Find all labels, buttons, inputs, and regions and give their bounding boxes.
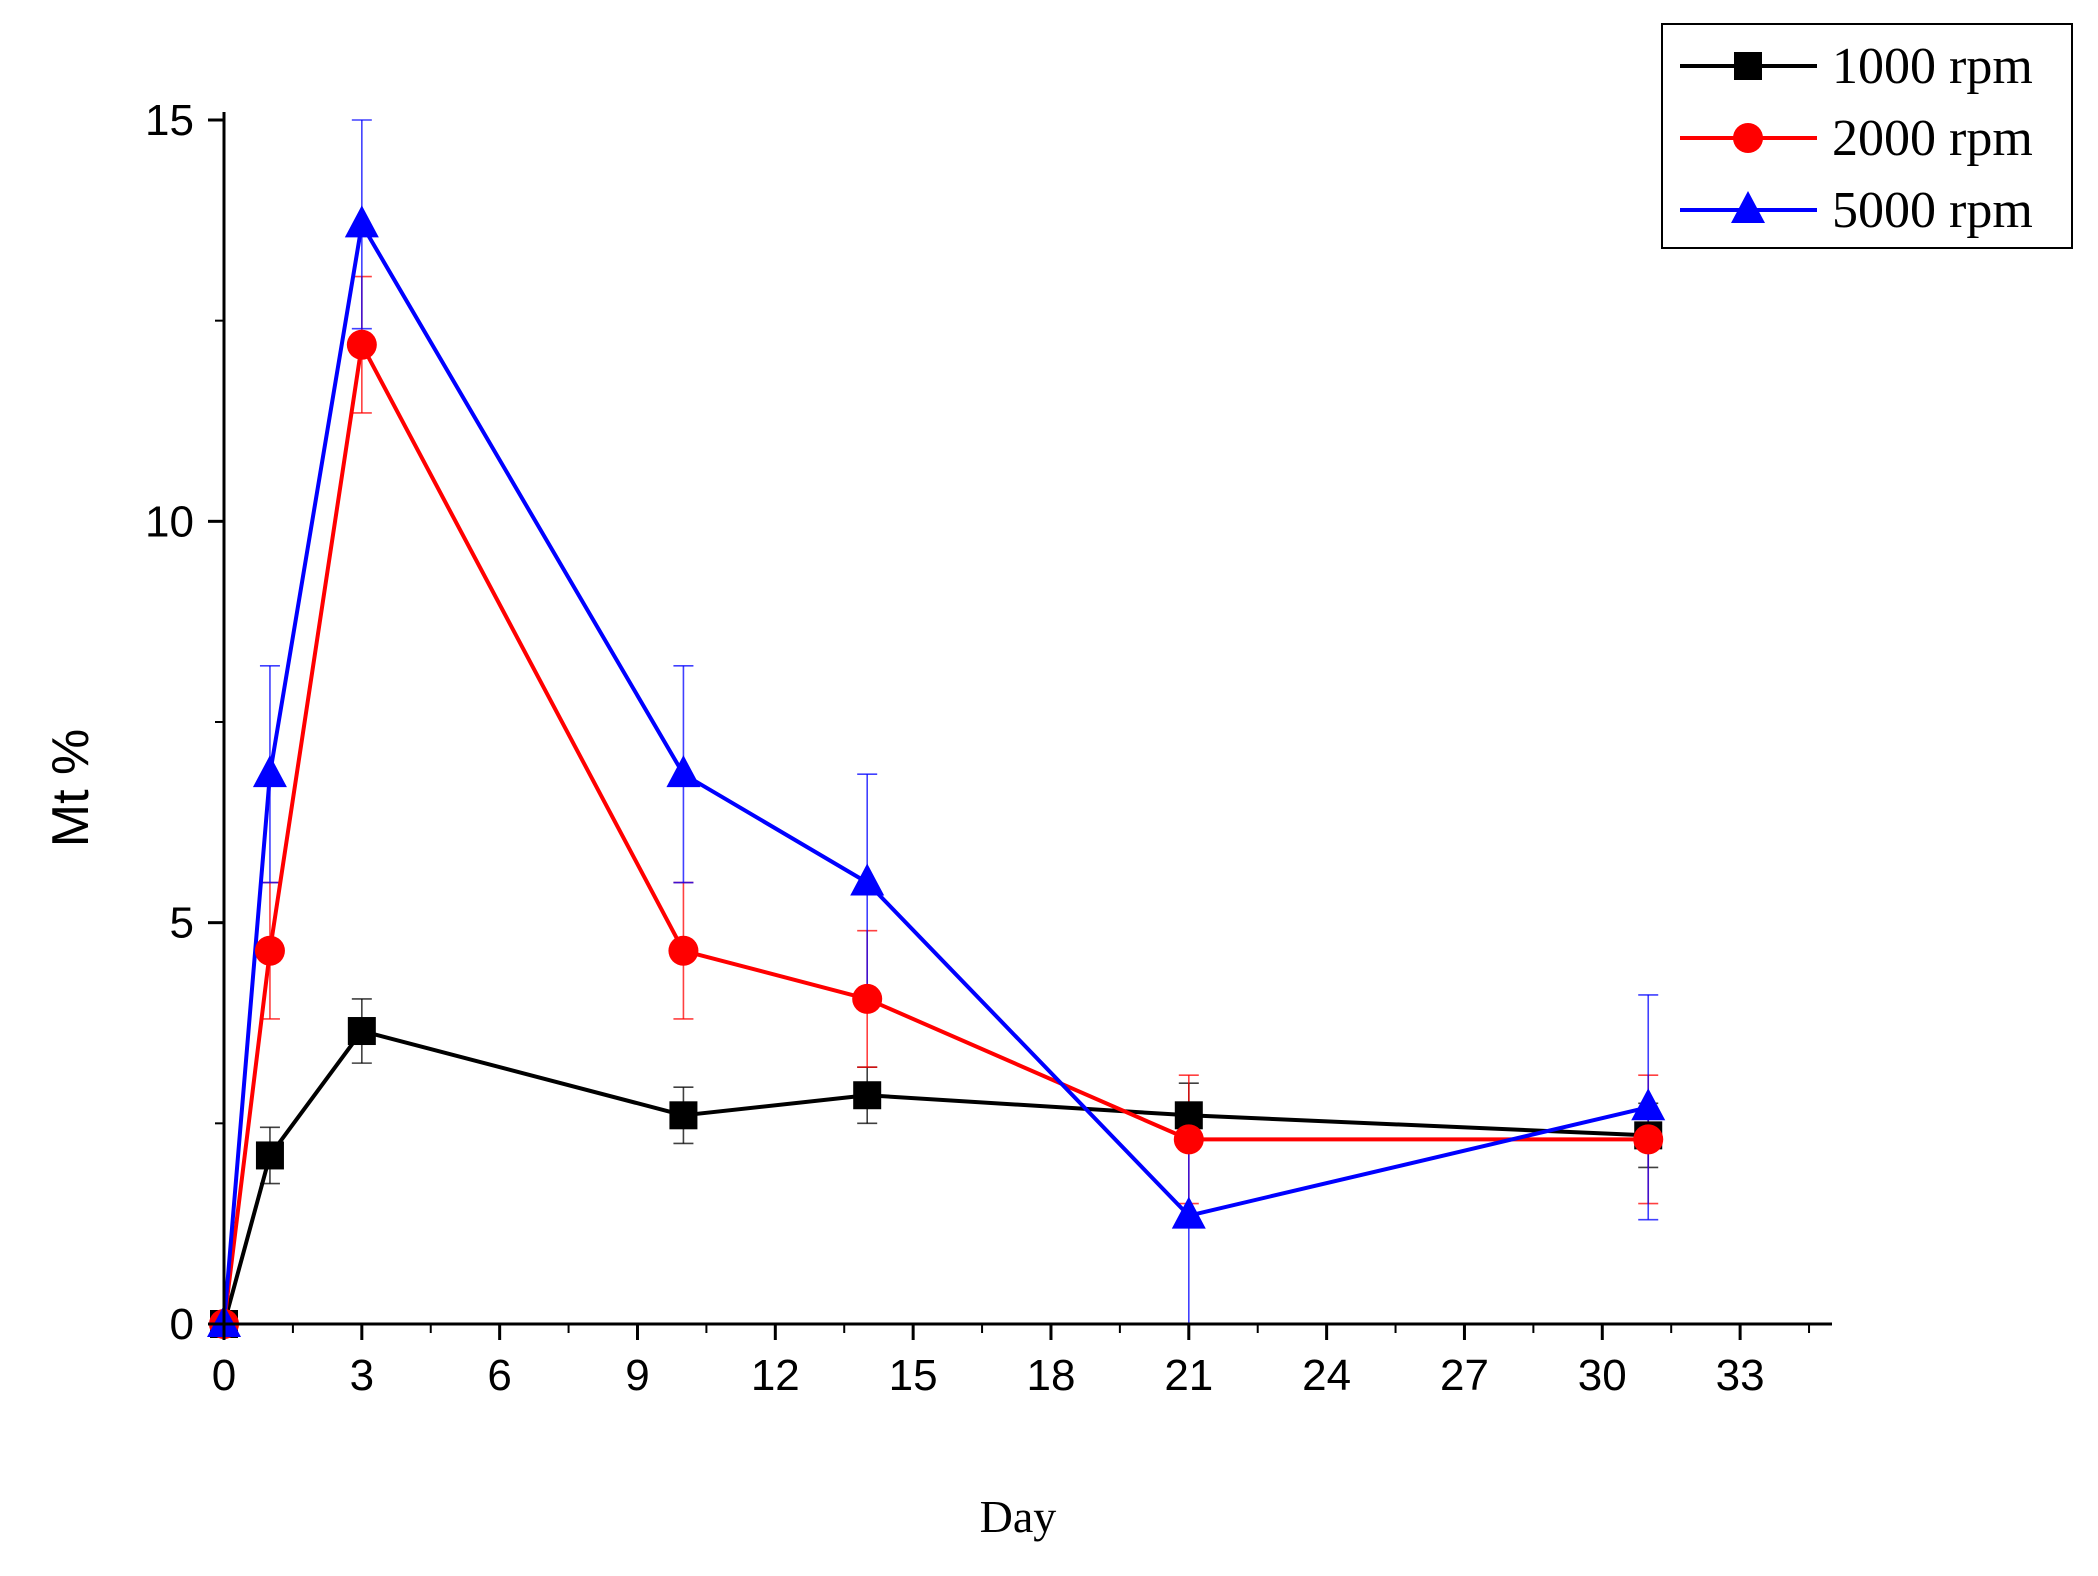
x-tick-label: 9 <box>625 1351 649 1400</box>
data-point-2000-rpm <box>852 983 883 1014</box>
y-axis-label: Mt % <box>42 729 100 847</box>
legend-marker-1000-rpm <box>1734 52 1762 80</box>
axes <box>222 112 1832 1326</box>
data-point-2000-rpm <box>1173 1124 1204 1155</box>
data-point-5000-rpm <box>252 755 287 788</box>
data-point-2000-rpm <box>668 935 699 966</box>
y-tick-label: 0 <box>170 1300 194 1349</box>
y-tick-label: 15 <box>145 96 194 145</box>
x-tick-label: 3 <box>350 1351 374 1400</box>
ticks: 0 3 6 9 12 15 18 21 24 27 30 33 0 5 10 15 <box>145 96 1811 1400</box>
x-tick-label: 15 <box>889 1351 938 1400</box>
data-point-1000-rpm <box>347 1017 376 1046</box>
data-point-1000-rpm <box>669 1101 698 1130</box>
legend-label-5000-rpm: 5000 rpm <box>1832 182 2033 239</box>
x-axis-label: Day <box>980 1491 1057 1542</box>
legend: 1000 rpm 2000 rpm 5000 rpm <box>1661 23 2073 249</box>
y-tick-label: 5 <box>170 899 194 948</box>
x-tick-label: 24 <box>1302 1351 1351 1400</box>
series-line-2000-rpm <box>222 342 1649 1325</box>
data-point-5000-rpm <box>1171 1196 1206 1229</box>
data-point-1000-rpm <box>255 1141 284 1170</box>
legend-marker-5000-rpm <box>1731 191 1765 223</box>
x-tick-label: 33 <box>1716 1351 1765 1400</box>
error-bars <box>259 119 1659 1325</box>
series-line-5000-rpm <box>222 222 1649 1325</box>
data-point-5000-rpm <box>344 205 379 238</box>
x-tick-label: 30 <box>1578 1351 1627 1400</box>
series-line-1000-rpm <box>222 1029 1649 1325</box>
data-point-1000-rpm <box>853 1081 882 1110</box>
x-tick-label: 18 <box>1026 1351 1075 1400</box>
legend-marker-2000-rpm <box>1733 123 1763 153</box>
x-tick-label: 6 <box>487 1351 511 1400</box>
data-point-2000-rpm <box>1633 1124 1664 1155</box>
x-tick-label: 12 <box>751 1351 800 1400</box>
legend-label-2000-rpm: 2000 rpm <box>1832 110 2033 167</box>
data-point-2000-rpm <box>254 935 285 966</box>
data-point-5000-rpm <box>666 755 701 788</box>
x-tick-label: 0 <box>212 1351 236 1400</box>
legend-label-1000-rpm: 1000 rpm <box>1832 38 2033 95</box>
x-tick-label: 21 <box>1164 1351 1213 1400</box>
y-tick-label: 10 <box>145 497 194 546</box>
data-point-5000-rpm <box>1631 1088 1666 1121</box>
series-markers <box>207 205 1666 1339</box>
data-point-5000-rpm <box>850 863 885 896</box>
series-lines <box>222 222 1649 1325</box>
data-point-2000-rpm <box>346 329 377 360</box>
x-tick-label: 27 <box>1440 1351 1489 1400</box>
